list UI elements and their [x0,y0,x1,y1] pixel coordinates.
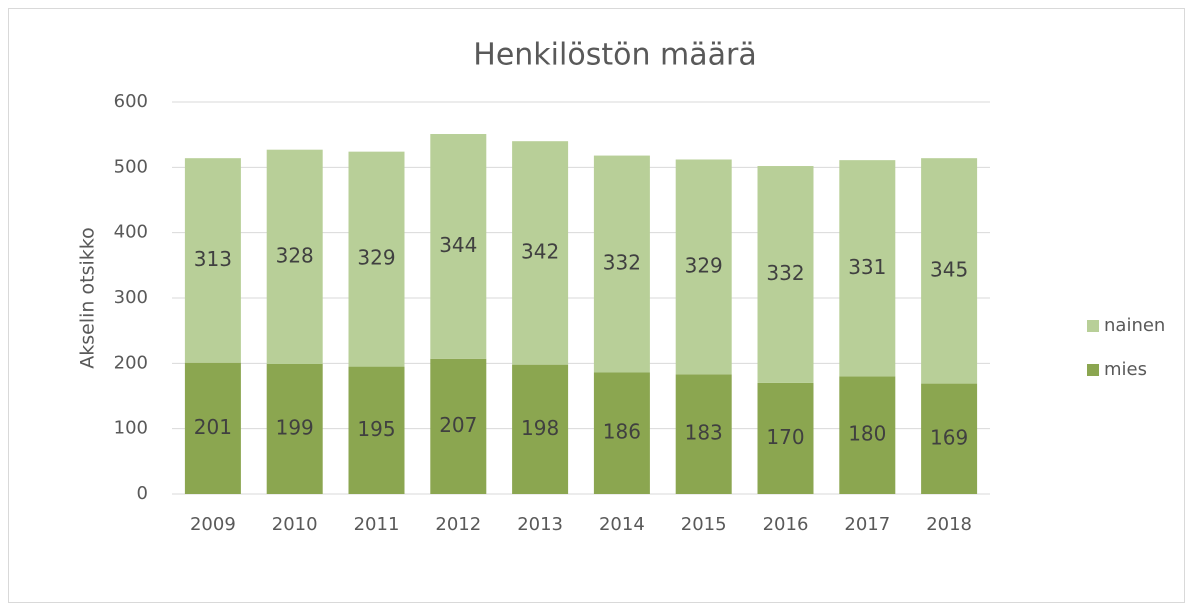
bar-segment [266,363,323,494]
bar-segment [266,149,323,364]
legend-swatch [1087,320,1099,332]
x-tick-label: 2012 [435,514,481,535]
data-label: 170 [766,425,804,449]
data-label: 195 [357,417,395,441]
data-label: 169 [930,425,968,449]
data-label: 332 [603,251,641,275]
x-tick-label: 2015 [681,514,727,535]
data-label: 331 [848,255,886,279]
bar-segment [184,158,241,363]
bar-segment [184,362,241,494]
y-tick-label: 200 [114,352,148,373]
y-axis-title: Akselin otsikko [77,227,99,368]
bar-segment [348,366,405,494]
bar-segment [757,382,814,494]
data-label: 345 [930,257,968,281]
y-tick-label: 0 [137,483,148,504]
y-tick-label: 100 [114,418,148,439]
bar-segment [675,159,732,375]
bar-segment [430,134,487,359]
bar-segment [757,166,814,383]
x-tick-label: 2014 [599,514,645,535]
bar-segment [593,155,650,373]
bar-segment [921,383,978,494]
bar-segment [512,364,569,494]
x-tick-label: 2016 [763,514,809,535]
bar-segment [430,358,487,494]
bar-segment [921,158,978,384]
data-label: 313 [194,247,232,271]
legend-label: mies [1104,359,1147,380]
y-tick-label: 600 [114,91,148,112]
data-label: 329 [357,246,395,270]
x-tick-label: 2017 [844,514,890,535]
bar-segment [675,374,732,494]
data-label: 342 [521,239,559,263]
x-tick-label: 2018 [926,514,972,535]
data-label: 328 [276,243,314,267]
data-label: 198 [521,416,559,440]
data-label: 186 [603,420,641,444]
y-tick-label: 400 [114,222,148,243]
chart-title: Henkilöstön määrä [473,38,756,73]
data-label: 332 [766,261,804,285]
x-tick-label: 2010 [272,514,318,535]
data-label: 344 [439,233,477,257]
x-tick-label: 2011 [354,514,400,535]
bar-segment [512,141,569,365]
legend-swatch [1087,364,1099,376]
data-label: 207 [439,413,477,437]
x-tick-label: 2013 [517,514,563,535]
legend-label: nainen [1104,315,1165,336]
bar-segment [839,376,896,494]
data-label: 180 [848,422,886,446]
x-tick-label: 2009 [190,514,236,535]
bar-segment [593,372,650,494]
data-label: 199 [276,415,314,439]
y-tick-label: 300 [114,287,148,308]
bar-segment [348,151,405,367]
data-label: 329 [685,253,723,277]
bar-segment [839,160,896,377]
data-label: 183 [685,421,723,445]
y-tick-label: 500 [114,156,148,177]
data-label: 201 [194,415,232,439]
